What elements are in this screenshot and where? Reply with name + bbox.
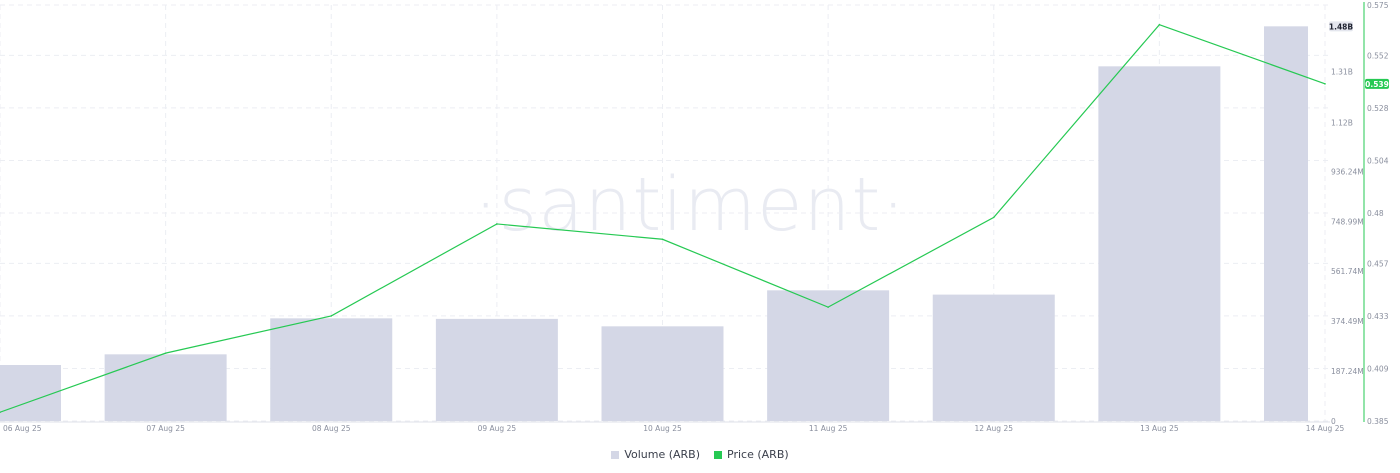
price-line-group bbox=[0, 23, 1326, 414]
volume-tick-label: 1.31B bbox=[1331, 68, 1353, 77]
volume-current-label: 1.48B bbox=[1329, 22, 1354, 31]
volume-swatch bbox=[611, 450, 620, 459]
legend-item-volume[interactable]: Volume (ARB) bbox=[611, 448, 700, 461]
price-tick-label: 0.575 bbox=[1367, 1, 1389, 10]
price-point bbox=[164, 352, 167, 354]
price-point bbox=[0, 411, 1, 414]
price-current-label: 0.539 bbox=[1365, 80, 1389, 89]
volume-tick-label: 0 bbox=[1331, 417, 1336, 426]
x-tick-label: 12 Aug 25 bbox=[975, 424, 1014, 433]
x-tick-label: 09 Aug 25 bbox=[478, 424, 517, 433]
price-tick-label: 0.433 bbox=[1367, 312, 1389, 321]
volume-bar bbox=[1098, 66, 1221, 421]
price-tick-label: 0.48 bbox=[1367, 209, 1384, 218]
volume-bar bbox=[435, 318, 558, 421]
volume-bar bbox=[601, 326, 724, 421]
volume-bar bbox=[767, 290, 890, 421]
volume-tick-label: 561.74M bbox=[1331, 267, 1364, 276]
x-tick-label: 08 Aug 25 bbox=[312, 424, 351, 433]
price-tick-label: 0.528 bbox=[1367, 104, 1389, 113]
volume-bar bbox=[0, 365, 61, 421]
volume-tick-label: 748.99M bbox=[1331, 217, 1364, 226]
volume-current-badge bbox=[1329, 21, 1353, 32]
price-point bbox=[827, 306, 829, 308]
legend: Volume (ARB) Price (ARB) bbox=[0, 448, 1400, 461]
legend-item-price[interactable]: Price (ARB) bbox=[714, 448, 789, 461]
volume-tick-label: 1.12B bbox=[1331, 118, 1353, 127]
x-tick-label: 11 Aug 25 bbox=[809, 424, 848, 433]
price-point bbox=[1324, 83, 1326, 85]
volume-bar bbox=[1264, 26, 1308, 421]
volume-tick-label: 187.24M bbox=[1331, 367, 1364, 376]
legend-label-volume: Volume (ARB) bbox=[624, 448, 701, 461]
price-tick-label: 0.504 bbox=[1367, 156, 1389, 165]
volume-bars bbox=[0, 26, 1308, 421]
volume-tick-label: 374.49M bbox=[1331, 317, 1364, 326]
price-point bbox=[992, 216, 995, 219]
price-tick-label: 0.457 bbox=[1367, 259, 1389, 268]
y-axes: 0 187.24M 374.49M 561.74M 748.99M 936.24M 1.12… bbox=[1329, 1, 1389, 426]
x-tick-label: 10 Aug 25 bbox=[643, 424, 682, 433]
x-axis: 06 Aug 25 07 Aug 25 08 Aug 25 09 Aug 25 10 A… bbox=[0, 421, 1345, 433]
price-tick-label: 0.409 bbox=[1367, 364, 1389, 373]
x-tick-label: 07 Aug 25 bbox=[146, 424, 185, 433]
volume-bar bbox=[932, 294, 1055, 421]
chart-area[interactable]: ·santiment· 06 Aug 25 07 Aug 25 08 Aug 25 0… bbox=[0, 0, 1400, 446]
volume-bar bbox=[104, 354, 227, 421]
price-point bbox=[496, 223, 498, 225]
x-tick-label: 14 Aug 25 bbox=[1306, 424, 1345, 433]
price-point bbox=[1158, 23, 1161, 26]
price-point bbox=[330, 315, 333, 317]
price-point bbox=[661, 238, 664, 241]
price-swatch bbox=[714, 450, 723, 459]
price-tick-label: 0.552 bbox=[1367, 51, 1389, 60]
x-tick-label: 13 Aug 25 bbox=[1140, 424, 1179, 433]
x-tick-label: 06 Aug 25 bbox=[3, 424, 42, 433]
volume-tick-label: 936.24M bbox=[1331, 167, 1364, 176]
price-tick-label: 0.385 bbox=[1367, 417, 1389, 426]
watermark-text: ·santiment· bbox=[474, 162, 906, 248]
volume-bar bbox=[270, 318, 393, 421]
legend-label-price: Price (ARB) bbox=[727, 448, 789, 461]
price-current-badge bbox=[1365, 78, 1389, 89]
